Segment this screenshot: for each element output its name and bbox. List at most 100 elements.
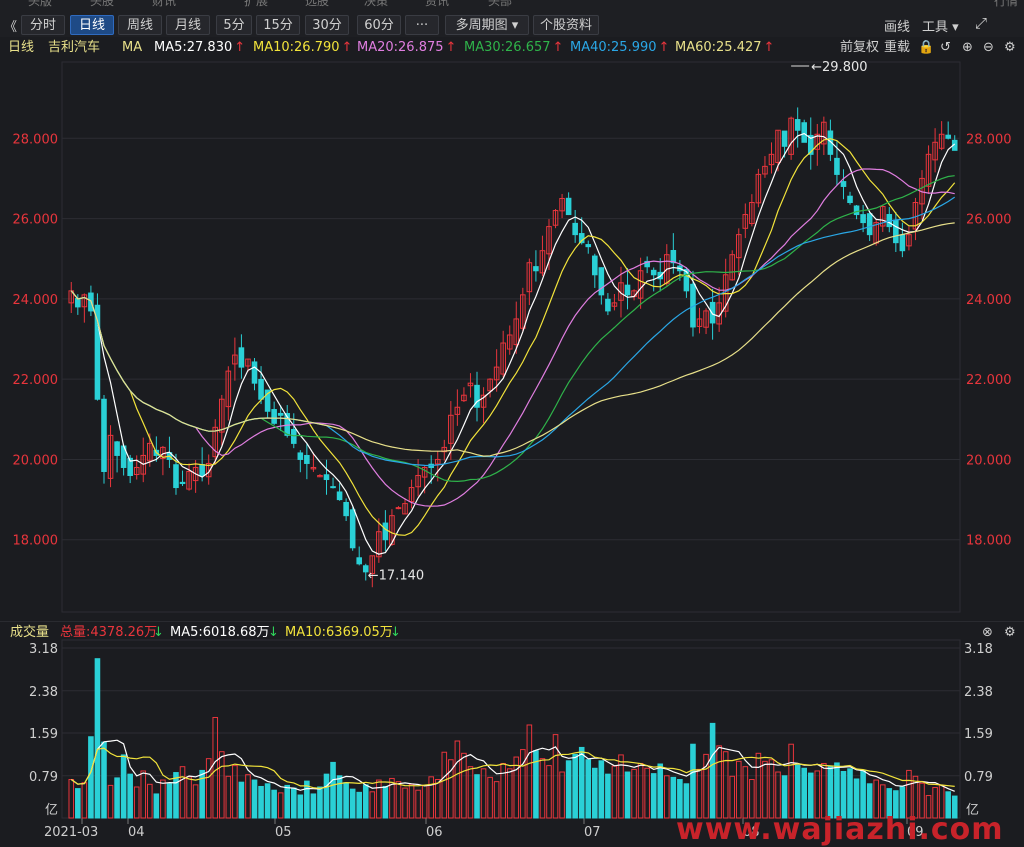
lock-icon[interactable]: 🔒: [918, 40, 935, 55]
candle-up: [225, 370, 232, 408]
period-tab-10[interactable]: 个股资料: [533, 15, 599, 35]
low-annotation: ←17.140: [368, 568, 424, 583]
volume-bar-up: [467, 766, 474, 819]
volume-bar-down: [349, 788, 356, 819]
ghost-menu-item[interactable]: 行情: [994, 0, 1019, 8]
candle-up: [703, 310, 709, 328]
volume-bar-up: [768, 759, 775, 819]
period-tab-2[interactable]: 周线: [118, 15, 162, 35]
candle-down: [199, 464, 205, 477]
ghost-menu-item[interactable]: 头部: [488, 0, 513, 8]
candle-down: [356, 557, 363, 565]
candle-down: [264, 389, 271, 412]
reload-button[interactable]: 重载: [884, 40, 911, 55]
volume-bar-up: [716, 745, 722, 819]
period-tab-1[interactable]: 日线: [70, 15, 114, 35]
draw-tool-button[interactable]: 画线: [884, 20, 911, 35]
ghost-menu-item[interactable]: 财讯: [152, 0, 177, 8]
candle-up: [107, 434, 114, 479]
price-tick-label-left: 20.000: [13, 453, 59, 468]
candle-up: [611, 302, 618, 307]
candle-up: [637, 270, 644, 299]
volume-bar-down: [951, 795, 958, 819]
ghost-menu-item[interactable]: 选股: [305, 0, 330, 8]
period-tab-0[interactable]: 分时: [21, 15, 65, 35]
ghost-menu-item[interactable]: 头股: [90, 0, 115, 8]
period-tab-8[interactable]: ···: [405, 15, 439, 35]
candle-up: [461, 394, 467, 402]
volume-bar-down: [807, 772, 814, 819]
ghost-menu-item[interactable]: 资讯: [425, 0, 450, 8]
volume-bar-up: [814, 770, 821, 819]
tools-menu-button[interactable]: 工具 ▾: [922, 20, 959, 35]
candle-down: [533, 266, 539, 272]
volume-bar-down: [343, 782, 349, 819]
candle-down: [101, 398, 107, 472]
candle-down: [899, 234, 906, 252]
price-tick-label-left: 24.000: [13, 293, 59, 308]
period-tab-3[interactable]: 月线: [166, 15, 210, 35]
settings-icon[interactable]: ⚙: [1004, 40, 1016, 55]
period-tab-6[interactable]: 30分: [305, 15, 349, 35]
candle-down: [644, 260, 650, 268]
volume-bar-down: [690, 743, 696, 819]
period-tab-5[interactable]: 15分: [256, 15, 300, 35]
candle-up: [408, 487, 415, 503]
x-axis-label: 2021-03: [44, 825, 98, 840]
ghost-menu-item[interactable]: 头版: [28, 0, 53, 8]
candle-down: [709, 301, 716, 324]
volume-bar-up: [81, 782, 88, 819]
ma-item-3: MA30:26.657 ↑: [464, 37, 563, 59]
ghost-menu-item[interactable]: 扩展: [244, 0, 269, 8]
volume-bar-up: [919, 782, 925, 819]
fq-button[interactable]: 前复权: [840, 40, 880, 55]
period-tab-7[interactable]: 60分: [357, 15, 401, 35]
ghost-menu: 头版 头股 财讯 扩展 选股 决策 资讯 头部 行情: [0, 0, 1024, 8]
close-panel-icon[interactable]: ⊗: [982, 625, 993, 640]
volume-bar-up: [513, 756, 520, 819]
candle-down: [860, 214, 866, 224]
candle-down: [336, 491, 343, 501]
candle-down: [297, 452, 304, 460]
candle-up: [310, 466, 317, 470]
volume-bar-down: [893, 790, 899, 819]
candle-up: [205, 462, 212, 478]
volume-bar-down: [258, 785, 264, 819]
volume-bar-up: [932, 787, 938, 819]
period-tab-9[interactable]: 多周期图 ▾: [445, 15, 529, 35]
candle-down: [866, 213, 873, 236]
candle-down: [173, 464, 179, 489]
volume-bar-up: [147, 783, 153, 819]
volume-bar-up: [611, 765, 618, 819]
volume-bar-up: [408, 783, 415, 819]
volume-tick-label-right: 0.79: [964, 770, 993, 785]
add-icon[interactable]: ⊕: [962, 40, 973, 55]
expand-icon[interactable]: ⤢: [975, 14, 988, 32]
volume-bar-up: [637, 762, 644, 819]
period-tab-4[interactable]: 5分: [216, 15, 252, 35]
ma-item-value: MA30:26.657: [464, 40, 551, 55]
ma-item-1: MA10:26.790 ↑: [253, 37, 352, 59]
candle-up: [768, 153, 775, 166]
volume-bar-down: [847, 768, 853, 819]
candle-up: [395, 507, 402, 510]
volume-bar-down: [866, 783, 873, 819]
candle-up: [402, 503, 408, 515]
volume-bar-up: [729, 775, 736, 819]
candle-up: [552, 210, 559, 226]
volume-settings-icon[interactable]: ⚙: [1004, 625, 1016, 640]
x-axis-label: 09: [907, 825, 924, 840]
remove-icon[interactable]: ⊖: [983, 40, 994, 55]
volume-bar-down: [474, 774, 480, 819]
ghost-menu-item[interactable]: 决策: [364, 0, 389, 8]
undo-icon[interactable]: ↺: [940, 40, 951, 55]
volume-bar-up: [879, 784, 886, 819]
volume-bar-up: [160, 779, 166, 819]
candle-up: [749, 202, 755, 225]
volume-bar-down: [238, 781, 245, 819]
volume-bar-down: [572, 753, 578, 819]
volume-unit-right: 亿: [966, 803, 979, 818]
prev-icon[interactable]: 《: [4, 20, 18, 35]
volume-bar-up: [107, 784, 114, 819]
